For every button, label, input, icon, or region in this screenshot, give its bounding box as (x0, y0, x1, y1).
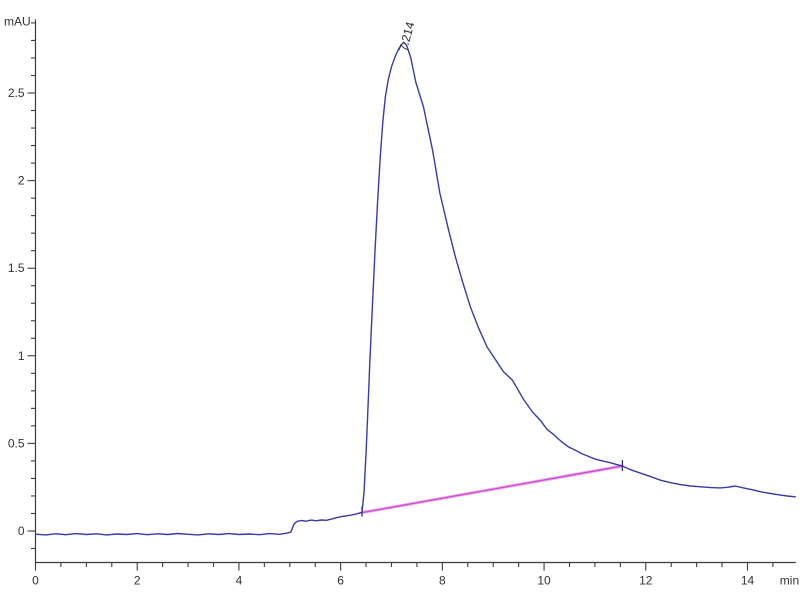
x-tick-label: 4 (236, 574, 243, 588)
peak-retention-time-label: 7.214 (396, 20, 417, 53)
integration-baseline (361, 465, 624, 514)
y-tick-label: 1 (18, 349, 25, 363)
x-tick-label: 0 (32, 574, 39, 588)
y-axis-unit-label: mAU (4, 14, 31, 28)
x-tick-label: 2 (134, 574, 141, 588)
x-tick-label: 6 (337, 574, 344, 588)
x-axis-unit-label: min (780, 574, 799, 588)
y-tick-label: 0.5 (8, 436, 25, 450)
x-tick-label: 12 (639, 574, 653, 588)
x-tick-label: 10 (537, 574, 551, 588)
y-tick-label: 0 (18, 524, 25, 538)
signal-trace (34, 41, 796, 536)
y-tick-label: 2 (18, 174, 25, 188)
x-tick-label: 14 (741, 574, 755, 588)
y-tick-label: 1.5 (8, 261, 25, 275)
x-tick-label: 8 (439, 574, 446, 588)
y-tick-label: 2.5 (8, 86, 25, 100)
